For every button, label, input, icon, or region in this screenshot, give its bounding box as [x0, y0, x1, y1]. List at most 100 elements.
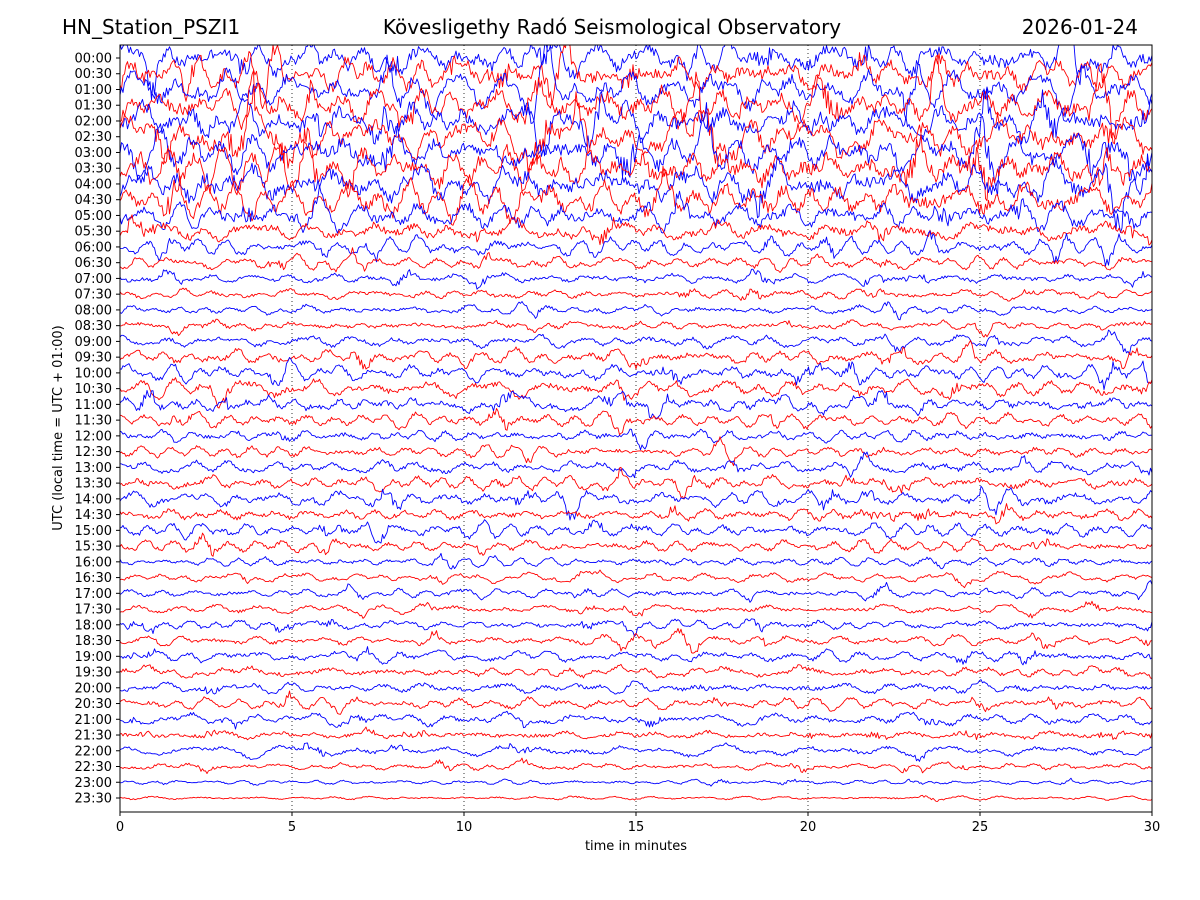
trace-0400: [120, 156, 1152, 233]
y-tick-label: 14:00: [75, 492, 112, 507]
trace-1300: [120, 451, 1152, 479]
y-tick-label: 14:30: [75, 508, 112, 523]
y-tick-label: 03:00: [75, 146, 112, 161]
x-tick-label: 20: [800, 820, 817, 835]
y-tick-label: 07:00: [75, 272, 112, 287]
y-tick-label: 17:30: [75, 603, 112, 618]
trace-0300: [120, 102, 1152, 197]
trace-0200: [120, 87, 1152, 157]
y-tick-label: 16:00: [75, 555, 112, 570]
trace-0330: [120, 127, 1152, 202]
y-tick-label: 22:30: [75, 760, 112, 775]
x-tick-label: 30: [1144, 820, 1161, 835]
y-tick-label: 01:00: [75, 83, 112, 98]
observatory-title: Kövesligethy Radó Seismological Observat…: [382, 15, 842, 39]
x-tick-label: 15: [628, 820, 645, 835]
trace-1330: [120, 466, 1152, 500]
trace-0500: [120, 185, 1152, 234]
y-tick-label: 00:00: [75, 52, 112, 67]
y-tick-label: 21:00: [75, 713, 112, 728]
trace-2130: [120, 726, 1152, 741]
trace-0100: [120, 45, 1152, 124]
x-tick-label: 25: [972, 820, 989, 835]
trace-2230: [120, 757, 1152, 775]
y-tick-label: 22:00: [75, 744, 112, 759]
y-tick-label: 15:00: [75, 524, 112, 539]
y-tick-label: 17:00: [75, 587, 112, 602]
y-tick-label: 18:00: [75, 618, 112, 633]
trace-0530: [120, 214, 1152, 246]
y-tick-label: 23:30: [75, 792, 112, 807]
trace-0000: [120, 45, 1152, 101]
seismic-traces: [120, 45, 1152, 802]
x-tick-label: 5: [288, 820, 296, 835]
trace-1400: [120, 485, 1152, 521]
trace-1900: [120, 646, 1152, 666]
trace-1230: [120, 436, 1152, 467]
y-tick-label: 06:30: [75, 256, 112, 271]
y-tick-label: 20:00: [75, 681, 112, 696]
trace-0800: [120, 301, 1152, 321]
y-tick-label: 20:30: [75, 697, 112, 712]
trace-1200: [120, 428, 1152, 451]
y-tick-label: 01:30: [75, 99, 112, 114]
y-tick-label: 21:30: [75, 729, 112, 744]
trace-2200: [120, 742, 1152, 762]
trace-2330: [120, 794, 1152, 802]
trace-1000: [120, 356, 1152, 390]
trace-2300: [120, 777, 1152, 787]
trace-1830: [120, 628, 1152, 654]
y-tick-label: 07:30: [75, 288, 112, 303]
trace-1130: [120, 407, 1152, 436]
y-axis-label: UTC (local time = UTC + 01:00): [51, 325, 66, 530]
trace-2030: [120, 690, 1152, 715]
x-tick-label: 10: [456, 820, 473, 835]
y-tick-label: 13:30: [75, 477, 112, 492]
station-name: HN_Station_PSZI1: [62, 15, 241, 39]
y-tick-label: 08:30: [75, 319, 112, 334]
trace-0230: [120, 70, 1152, 173]
x-tick-label: 0: [116, 820, 124, 835]
trace-1500: [120, 519, 1152, 544]
y-tick-label: 10:30: [75, 382, 112, 397]
y-tick-label: 10:00: [75, 366, 112, 381]
y-tick-label: 00:30: [75, 67, 112, 82]
trace-1530: [120, 532, 1152, 557]
trace-1930: [120, 663, 1152, 679]
y-tick-label: 09:00: [75, 335, 112, 350]
trace-1430: [120, 503, 1152, 525]
y-tick-label: 12:30: [75, 445, 112, 460]
x-axis-label: time in minutes: [585, 839, 687, 854]
y-tick-label: 16:30: [75, 571, 112, 586]
trace-1100: [120, 389, 1152, 419]
trace-0900: [120, 329, 1152, 355]
trace-1030: [120, 377, 1152, 409]
trace-0830: [120, 318, 1152, 338]
trace-1700: [120, 580, 1152, 603]
y-tick-label: 09:30: [75, 351, 112, 366]
y-tick-label: 04:30: [75, 193, 112, 208]
y-tick-label: 23:00: [75, 776, 112, 791]
trace-2100: [120, 710, 1152, 730]
trace-0130: [120, 54, 1152, 145]
trace-0700: [120, 268, 1152, 290]
y-axis: 00:0000:3001:0001:3002:0002:3003:0003:30…: [75, 52, 120, 807]
trace-1630: [120, 569, 1152, 589]
trace-0930: [120, 340, 1152, 370]
y-tick-label: 11:30: [75, 414, 112, 429]
x-axis: 0 5 10 15 20 25 30: [116, 812, 1160, 835]
y-tick-label: 05:00: [75, 209, 112, 224]
y-tick-label: 19:00: [75, 650, 112, 665]
y-tick-label: 15:30: [75, 540, 112, 555]
y-tick-label: 11:00: [75, 398, 112, 413]
trace-0730: [120, 287, 1152, 302]
y-tick-label: 13:00: [75, 461, 112, 476]
trace-0430: [120, 165, 1152, 226]
y-tick-label: 18:30: [75, 634, 112, 649]
trace-1730: [120, 600, 1152, 619]
y-tick-label: 02:00: [75, 114, 112, 129]
y-tick-label: 08:00: [75, 303, 112, 318]
trace-0630: [120, 247, 1152, 273]
y-tick-label: 19:30: [75, 666, 112, 681]
